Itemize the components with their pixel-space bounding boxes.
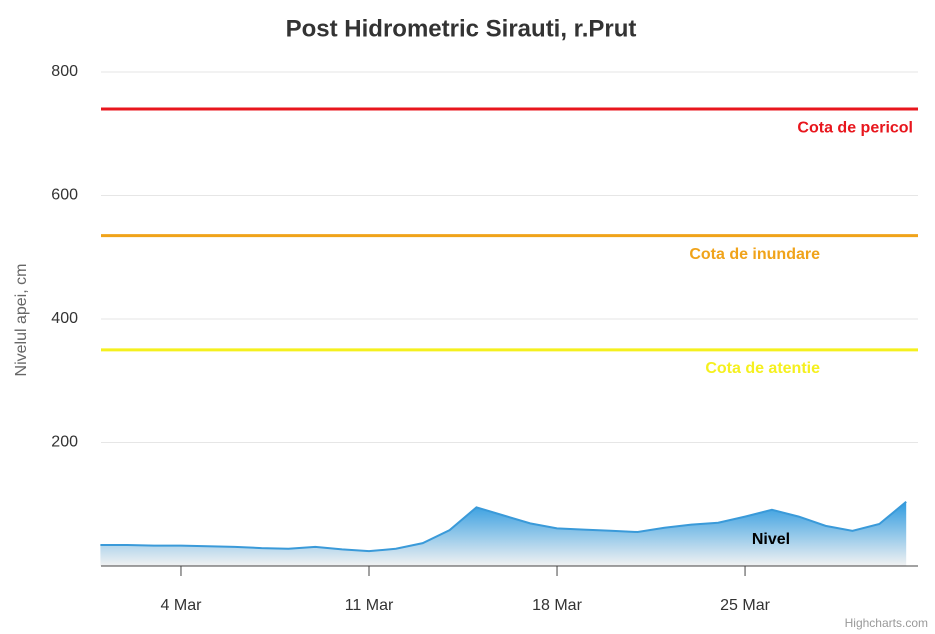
credits[interactable]: Highcharts.com bbox=[845, 616, 928, 630]
area bbox=[100, 501, 907, 566]
y-tick-label: 800 bbox=[51, 63, 78, 80]
line bbox=[100, 501, 907, 553]
y-tick-label: 200 bbox=[51, 434, 78, 451]
y-axis-title: Nivelul apei, cm bbox=[13, 264, 30, 377]
x-tick-label: 18 Mar bbox=[532, 597, 582, 614]
x-tick-label: 25 Mar bbox=[720, 597, 770, 614]
plot-line-label: Cota de pericol bbox=[797, 119, 913, 136]
x-tick-label: 11 Mar bbox=[345, 597, 394, 614]
series-label: Nivel bbox=[752, 531, 790, 548]
chart-title: Post Hidrometric Sirauti, r.Prut bbox=[286, 15, 637, 42]
y-tick-label: 400 bbox=[51, 310, 78, 327]
plot-line-label: Cota de inundare bbox=[689, 246, 820, 263]
y-tick-label: 600 bbox=[51, 187, 78, 204]
x-tick-label: 4 Mar bbox=[161, 597, 203, 614]
plot-line-label: Cota de atentie bbox=[705, 360, 820, 377]
